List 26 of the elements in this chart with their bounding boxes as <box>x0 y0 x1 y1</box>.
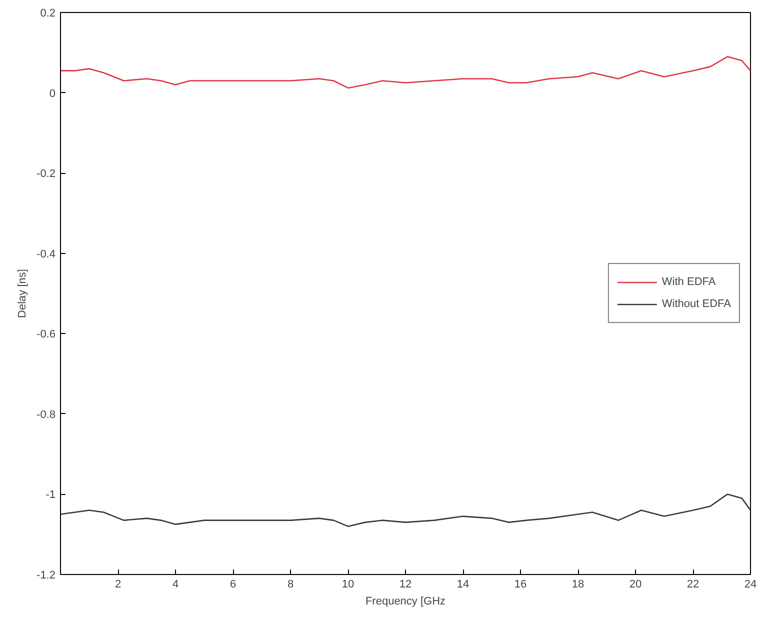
x-tick-label: 4 <box>172 578 179 590</box>
x-tick-label: 2 <box>114 578 122 590</box>
x-tick-label: 16 <box>514 578 527 590</box>
y-tick-label: 0 <box>49 88 56 100</box>
y-tick-label: -0.2 <box>36 168 56 180</box>
x-tick-label: 12 <box>399 578 412 590</box>
y-tick-label: 0.2 <box>40 8 56 20</box>
x-tick-label: 22 <box>686 578 700 590</box>
line-series <box>60 494 750 527</box>
x-tick-label: 14 <box>456 578 470 590</box>
x-tick-label: 10 <box>342 578 354 590</box>
x-tick-label: 8 <box>287 578 294 590</box>
x-tick-label: 18 <box>572 578 584 590</box>
y-tick-label: -0.6 <box>36 328 56 341</box>
legend-label: Without EDFA <box>662 298 731 310</box>
y-axis-title: Delay [ns] <box>16 269 29 318</box>
y-tick-label: -1 <box>46 489 56 502</box>
legend-label: With EDFA <box>662 276 716 288</box>
y-tick-label: -0.8 <box>36 408 56 421</box>
x-tick-label: 24 <box>744 578 757 590</box>
y-tick-label: -0.4 <box>36 248 56 260</box>
x-tick-label: 20 <box>629 578 642 590</box>
x-axis-title: Frequency [GHz <box>365 596 446 608</box>
line-series <box>60 56 750 89</box>
y-tick-label: -1.2 <box>36 570 56 582</box>
x-tick-label: 6 <box>230 578 236 590</box>
